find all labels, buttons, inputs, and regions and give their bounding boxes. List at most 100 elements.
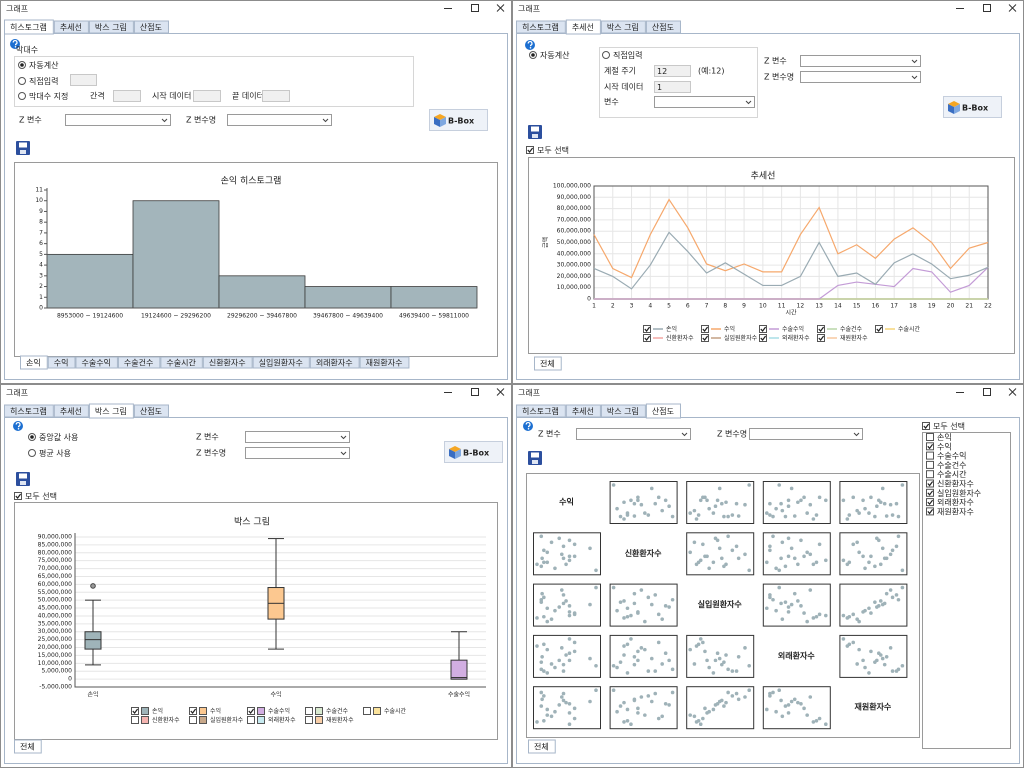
combo-box[interactable] (800, 71, 921, 83)
checkbox[interactable] (926, 470, 934, 479)
tab[interactable] (528, 739, 556, 754)
tab-label[interactable]: 히스토그램 (522, 406, 559, 416)
tab-label[interactable]: 산점도 (652, 22, 674, 32)
tab[interactable] (359, 356, 410, 369)
text-input[interactable] (654, 65, 691, 77)
tab-label[interactable]: 외래환자수 (316, 358, 353, 368)
checkbox[interactable] (926, 488, 934, 497)
checkbox[interactable] (189, 716, 197, 724)
checkbox[interactable] (189, 707, 197, 715)
tab[interactable] (88, 20, 134, 34)
checkbox[interactable] (305, 716, 313, 724)
tab-label[interactable]: 전체 (540, 359, 555, 369)
tab-label[interactable]: 실입원환자수 (259, 358, 303, 368)
checkbox[interactable] (247, 716, 255, 724)
tab[interactable] (4, 19, 54, 35)
checkbox[interactable] (643, 325, 651, 333)
tab[interactable] (75, 356, 118, 369)
tab-label[interactable]: 박스 그림 (95, 22, 127, 32)
tab-label[interactable]: 추세선 (572, 407, 594, 416)
tab-label[interactable]: 전체 (20, 742, 35, 752)
tab[interactable] (133, 20, 169, 34)
checkbox[interactable] (701, 334, 709, 342)
tab[interactable] (516, 20, 566, 34)
tab[interactable] (117, 356, 161, 369)
text-input[interactable] (113, 90, 141, 102)
checkbox[interactable] (817, 325, 825, 333)
close-button[interactable] (1008, 388, 1017, 396)
text-input[interactable] (262, 90, 290, 102)
text-input[interactable] (193, 90, 221, 102)
tab[interactable] (645, 403, 681, 419)
checkbox[interactable] (305, 707, 313, 715)
tab-label[interactable]: 추세선 (60, 23, 82, 32)
checkbox[interactable] (875, 325, 883, 333)
tab[interactable] (4, 404, 54, 418)
tab[interactable] (534, 356, 562, 371)
combo-box[interactable] (227, 114, 332, 126)
tab-label[interactable]: 산점도 (140, 406, 162, 416)
radio-button[interactable] (602, 51, 610, 59)
tab[interactable] (565, 404, 601, 418)
tab[interactable] (47, 356, 76, 369)
tab[interactable] (53, 20, 89, 34)
checkbox[interactable] (363, 707, 371, 715)
tab[interactable] (309, 356, 360, 369)
checkbox[interactable] (926, 451, 934, 460)
tab[interactable] (252, 356, 310, 369)
tab[interactable] (133, 404, 169, 418)
tab[interactable] (645, 20, 681, 34)
checkbox[interactable] (759, 334, 767, 342)
checkbox[interactable] (247, 707, 255, 715)
tab[interactable] (516, 404, 566, 418)
maximize-button[interactable] (983, 388, 991, 396)
combo-box[interactable] (654, 96, 755, 108)
checkbox[interactable] (14, 492, 22, 500)
tab-label[interactable]: 박스 그림 (95, 406, 127, 416)
tab-label[interactable]: 재원환자수 (366, 358, 403, 368)
radio-button[interactable] (28, 449, 36, 457)
checkbox[interactable] (526, 146, 534, 154)
tab-label[interactable]: 추세선 (60, 407, 82, 416)
tab-label[interactable]: 산점도 (140, 22, 162, 32)
close-button[interactable] (496, 4, 505, 12)
tab[interactable] (600, 20, 646, 34)
checkbox[interactable] (922, 422, 930, 430)
tab[interactable] (53, 404, 89, 418)
tab-label[interactable]: 전체 (534, 742, 549, 752)
tab-label[interactable]: 박스 그림 (607, 22, 639, 32)
tab-label[interactable]: 박스 그림 (607, 406, 639, 416)
close-button[interactable] (1008, 4, 1017, 12)
tab-label[interactable]: 신환환자수 (209, 358, 246, 368)
tab-label[interactable]: 히스토그램 (10, 406, 47, 416)
tab[interactable] (600, 404, 646, 418)
radio-button[interactable] (18, 77, 26, 85)
text-input[interactable] (70, 74, 97, 86)
tab-label[interactable]: 추세선 (572, 23, 594, 32)
combo-box[interactable] (65, 114, 171, 126)
tab-label[interactable]: 수술시간 (166, 358, 196, 368)
tab[interactable] (20, 355, 48, 370)
checkbox[interactable] (701, 325, 709, 333)
radio-button[interactable] (18, 92, 26, 100)
combo-box[interactable] (576, 428, 691, 440)
checkbox[interactable] (926, 442, 934, 451)
checkbox[interactable] (131, 707, 139, 715)
checkbox[interactable] (926, 433, 934, 441)
text-input[interactable] (654, 81, 691, 93)
checkbox[interactable] (759, 325, 767, 333)
tab[interactable] (565, 19, 601, 35)
checkbox[interactable] (926, 479, 934, 488)
tab[interactable] (160, 356, 203, 369)
tab-label[interactable]: 히스토그램 (522, 22, 559, 32)
checkbox[interactable] (926, 460, 934, 469)
tab-label[interactable]: 수술수익 (81, 358, 110, 368)
close-button[interactable] (496, 388, 505, 396)
tab[interactable] (88, 403, 134, 419)
tab[interactable] (202, 356, 253, 369)
tab-label[interactable]: 수술건수 (124, 358, 153, 368)
tab-label[interactable]: 손익 (26, 358, 41, 368)
tab-label[interactable]: 히스토그램 (10, 22, 47, 32)
checkbox[interactable] (817, 334, 825, 342)
combo-box[interactable] (749, 428, 863, 440)
